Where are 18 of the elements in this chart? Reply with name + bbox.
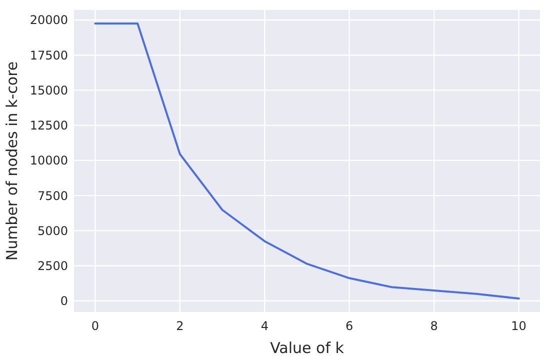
x-axis-title: Value of k [270,339,344,357]
x-tick-label: 4 [260,319,268,333]
y-tick-label: 10000 [30,154,68,168]
x-tick-label: 0 [91,319,99,333]
y-tick-label: 5000 [37,224,68,238]
line-series [94,22,520,300]
y-tick-label: 0 [60,294,68,308]
y-tick-label: 17500 [30,48,68,62]
x-tick-label: 10 [511,319,526,333]
x-tick-label: 2 [176,319,184,333]
y-tick-label: 7500 [37,188,68,203]
y-axis-title: Number of nodes in k-core [3,61,21,261]
y-tick-label: 20000 [30,13,68,28]
y-tick-label: 12500 [30,118,68,133]
y-tick-label: 2500 [37,258,68,273]
y-tick-label: 15000 [30,83,68,98]
x-tick-label: 8 [430,319,438,333]
x-tick-label: 6 [346,319,354,333]
